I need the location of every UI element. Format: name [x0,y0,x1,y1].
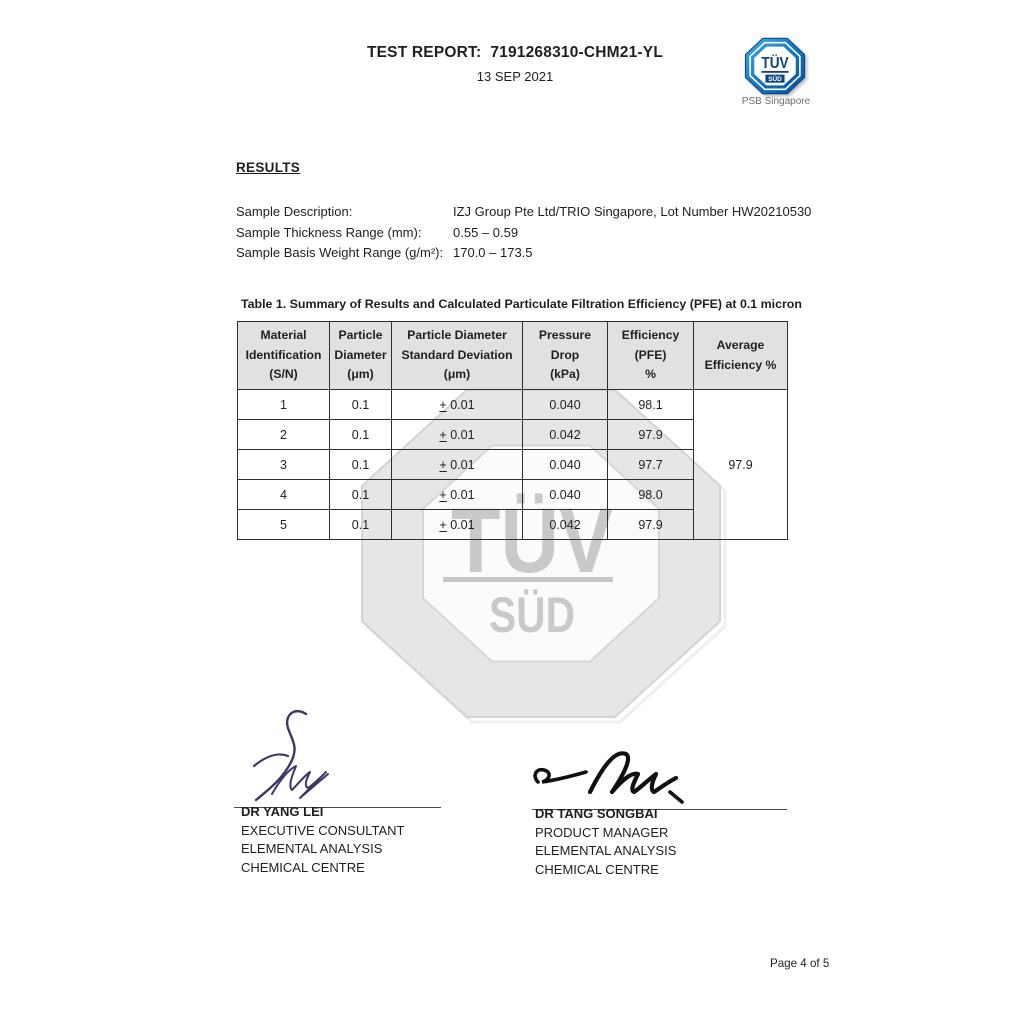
table-row: 5 0.1 + 0.01 0.042 97.9 [237,509,788,540]
cell-sd: + 0.01 [391,509,523,540]
signatory-title: PRODUCT MANAGER [535,824,669,840]
svg-text:SÜD: SÜD [768,76,782,83]
col-header-pressure-drop: Pressure Drop (kPa) [522,321,608,390]
table-caption: Table 1. Summary of Results and Calculat… [241,297,802,311]
signatory-name: DR YANG LEI [241,804,324,819]
cell-diameter: 0.1 [329,509,392,540]
cell-diameter: 0.1 [329,449,392,480]
table-row: 4 0.1 + 0.01 0.040 98.0 [237,479,788,510]
report-title: TEST REPORT: 7191268310-CHM21-YL [366,44,664,61]
cell-sn: 5 [237,509,330,540]
col-header-standard-deviation: Particle Diameter Standard Deviation (μm… [391,321,523,390]
svg-text:TÜV: TÜV [761,53,788,72]
cell-sd: + 0.01 [391,419,523,450]
sample-info: Sample Description: IZJ Group Pte Ltd/TR… [236,202,856,264]
cell-efficiency: 98.1 [607,389,694,420]
results-heading: RESULTS [236,160,301,175]
col-header-material-identification: Material Identification (S/N) [237,321,330,390]
field-label: Sample Basis Weight Range (g/m²): [236,245,444,260]
cell-pressure: 0.040 [522,479,608,510]
col-header-efficiency: Efficiency (PFE) % [607,321,694,390]
signature-line-left [234,807,441,808]
signatory-centre: CHEMICAL CENTRE [535,861,659,877]
tuv-sud-octagon-icon: TÜV SÜD [744,37,806,95]
signatory-centre: CHEMICAL CENTRE [241,859,365,875]
signatory-title: EXECUTIVE CONSULTANT [241,822,405,838]
field-value: 0.55 – 0.59 [453,224,519,240]
signatory-right: DR TANG SONGBAI PRODUCT MANAGER ELEMENTA… [535,805,676,879]
report-date: 13 SEP 2021 [476,69,554,84]
table-row: 1 0.1 + 0.01 0.040 98.1 97.9 [237,389,788,540]
field-label: Sample Description: [236,204,353,219]
page-number: Page 4 of 5 [770,957,830,970]
cell-sn: 4 [237,479,330,510]
sample-thickness-row: Sample Thickness Range (mm): 0.55 – 0.59 [236,223,856,244]
field-value: 170.0 – 173.5 [453,245,533,260]
cell-efficiency: 98.0 [607,479,694,510]
cell-pressure: 0.040 [522,449,608,480]
field-value: IZJ Group Pte Ltd/TRIO Singapore, Lot Nu… [453,204,812,219]
cell-average: 97.9 [693,389,788,540]
logo-caption: PSB Singapore [741,96,811,107]
col-header-particle-diameter: Particle Diameter (μm) [329,321,392,390]
cell-sn: 3 [237,449,330,480]
cell-sd: + 0.01 [391,449,523,480]
signature-line-right [532,809,787,810]
watermark-underline [443,577,613,582]
sample-basis-weight-row: Sample Basis Weight Range (g/m²): 170.0 … [236,243,856,264]
cell-sd: + 0.01 [391,479,523,510]
signature-yang-lei [252,709,329,802]
cell-sn: 1 [237,389,330,420]
cell-efficiency: 97.9 [607,419,694,450]
cell-sn: 2 [237,419,330,450]
document-header: TEST REPORT: 7191268310-CHM21-YL 13 SEP … [0,44,1024,84]
cell-pressure: 0.042 [522,419,608,450]
cell-efficiency: 97.7 [607,449,694,480]
cell-diameter: 0.1 [329,479,392,510]
table-row: 3 0.1 + 0.01 0.040 97.7 [237,449,788,480]
col-header-average-efficiency: Average Efficiency % [693,321,788,390]
signatory-left: DR YANG LEI EXECUTIVE CONSULTANT ELEMENT… [241,803,404,877]
cell-pressure: 0.040 [522,389,608,420]
table-row: 2 0.1 + 0.01 0.042 97.9 [237,419,788,450]
signatory-dept: ELEMENTAL ANALYSIS [241,841,383,856]
cell-diameter: 0.1 [329,419,392,450]
cell-efficiency: 97.9 [607,509,694,540]
table-header-row: Material Identification (S/N) Particle D… [237,321,788,390]
results-table: Material Identification (S/N) Particle D… [237,321,788,540]
cell-diameter: 0.1 [329,389,392,420]
field-label: Sample Thickness Range (mm): [236,224,422,240]
signature-tang-songbai [533,751,684,804]
signatory-name: DR TANG SONGBAI [535,806,658,821]
signatory-dept: ELEMENTAL ANALYSIS [535,843,677,858]
sample-description-row: Sample Description: IZJ Group Pte Ltd/TR… [236,202,856,223]
cell-sd: + 0.01 [391,389,523,420]
watermark-sud-text: SÜD [489,587,575,643]
cell-pressure: 0.042 [522,509,608,540]
tuv-sud-logo: TÜV SÜD [744,37,808,100]
